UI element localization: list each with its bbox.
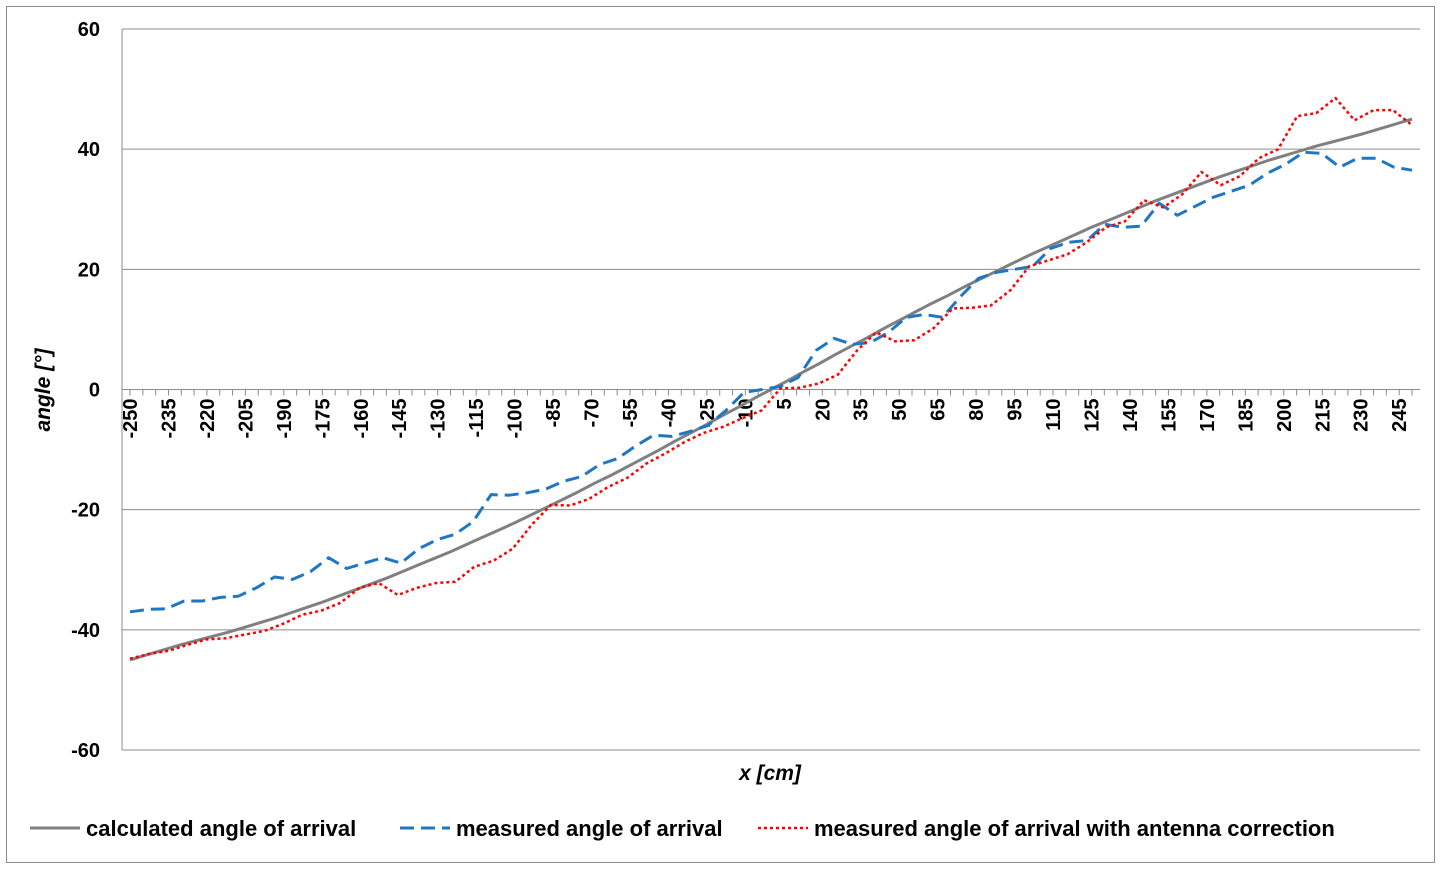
x-axis-title: x [cm]: [738, 762, 802, 785]
x-tick-label: -130: [428, 399, 450, 439]
legend-label-2: measured angle of arrival: [456, 816, 723, 841]
x-tick-label: 35: [851, 399, 873, 421]
x-tick-label: 20: [812, 399, 834, 421]
y-tick-label: -20: [71, 500, 100, 522]
x-tick-label: 110: [1043, 399, 1065, 431]
x-tick-label: -235: [158, 399, 180, 439]
y-tick-label: -40: [71, 620, 100, 642]
gridlines: [122, 28, 1420, 751]
x-tick-label: 200: [1274, 399, 1296, 432]
y-tick-label: 60: [78, 19, 100, 41]
x-tick-label: -220: [197, 399, 219, 439]
x-tick-label: -145: [389, 399, 411, 439]
y-tick-label: 40: [78, 139, 100, 161]
y-tick-labels: -60 -40 -20 0 20 40 60: [71, 19, 100, 762]
x-tick-labels: -250 -235 -220 -205 -190 -175 -160 -145 -130 -115…: [120, 399, 1411, 439]
x-tick-label: -160: [351, 399, 373, 439]
x-tick-label: 125: [1082, 399, 1104, 432]
series-lines: [129, 96, 1413, 662]
x-tick-label: -205: [235, 399, 257, 439]
legend: calculated angle of arrival measured angl…: [30, 816, 1335, 841]
y-tick-label: 20: [78, 259, 100, 281]
x-tick-label: 185: [1235, 399, 1257, 432]
series-line-2: [129, 150, 1413, 614]
x-tick-label: -100: [505, 399, 527, 439]
x-tick-label: -40: [658, 399, 680, 428]
x-tick-label: 215: [1312, 399, 1334, 432]
legend-label-1: calculated angle of arrival: [86, 816, 356, 841]
x-tick-label: -70: [582, 399, 604, 428]
y-tick-label: 0: [89, 380, 100, 402]
x-tick-label: -55: [620, 399, 642, 428]
x-tick-label: -250: [120, 399, 142, 439]
y-axis-title: angle [°]: [32, 347, 55, 431]
x-tick-label: 140: [1120, 399, 1142, 432]
y-tick-label: -60: [71, 740, 100, 762]
x-tick-label: -175: [312, 399, 334, 439]
x-tick-label: -115: [466, 399, 488, 438]
x-tick-label: 155: [1158, 399, 1180, 432]
series-line-3: [129, 96, 1413, 660]
x-tick-label: 65: [928, 399, 950, 421]
x-tick-label: 170: [1197, 399, 1219, 432]
x-tick-label: 5: [774, 399, 796, 410]
x-tick-label: 245: [1389, 399, 1411, 432]
x-tick-label: 230: [1351, 399, 1373, 432]
chart-frame: [6, 6, 1435, 863]
x-tick-label: -85: [543, 399, 565, 428]
x-tick-label: -190: [274, 399, 296, 439]
x-tick-label: 50: [889, 399, 911, 421]
x-tick-label: 80: [966, 399, 988, 421]
x-tick-label: 95: [1005, 399, 1027, 421]
legend-label-3: measured angle of arrival with antenna c…: [814, 816, 1335, 841]
